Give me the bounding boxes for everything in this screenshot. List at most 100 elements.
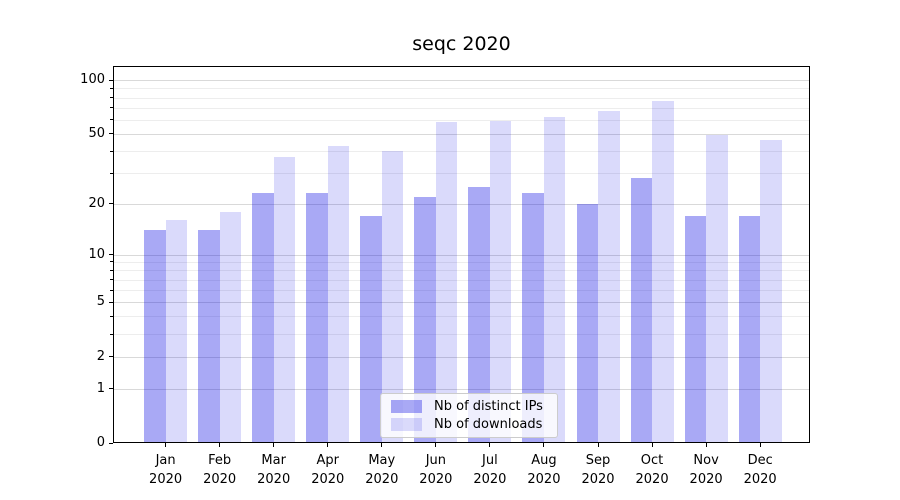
x-tick-label: Dec 2020 <box>743 453 777 487</box>
gridline-major <box>113 80 810 82</box>
x-tick-label: Nov 2020 <box>689 453 723 487</box>
y-tick-mark-minor <box>110 172 113 174</box>
y-tick-mark-minor <box>110 150 113 152</box>
bar-downloads <box>273 157 296 443</box>
y-tick-label: 1 <box>96 380 105 396</box>
x-tick-label: Feb 2020 <box>203 453 237 487</box>
bar-distinct-ips <box>414 196 436 443</box>
x-tick-mark <box>435 443 437 447</box>
gridline-major <box>113 203 810 205</box>
y-tick-label: 20 <box>88 195 105 211</box>
gridline-minor <box>113 151 810 153</box>
x-tick-label: May 2020 <box>365 453 399 487</box>
x-tick-label: Sep 2020 <box>581 453 615 487</box>
bar-downloads <box>327 145 350 443</box>
bar-distinct-ips <box>630 178 653 443</box>
y-tick-mark <box>108 356 113 358</box>
y-tick-mark-minor <box>110 87 113 89</box>
legend-swatch-distinct-ips <box>391 400 422 413</box>
bar-distinct-ips <box>144 230 166 443</box>
gridline-minor <box>113 270 810 272</box>
legend-label-distinct-ips: Nb of distinct IPs <box>434 398 543 414</box>
y-tick-mark-minor <box>110 289 113 291</box>
gridline-major <box>113 388 810 390</box>
bar-downloads <box>165 220 188 443</box>
y-tick-mark <box>108 79 113 81</box>
x-tick-label: Mar 2020 <box>257 453 291 487</box>
x-tick-label: Apr 2020 <box>311 453 345 487</box>
gridline-minor <box>113 334 810 336</box>
y-tick-mark-minor <box>110 119 113 121</box>
gridline-major <box>113 133 810 135</box>
bar-distinct-ips <box>738 215 761 443</box>
gridline-minor <box>113 279 810 281</box>
y-tick-mark <box>108 442 113 444</box>
x-tick-mark <box>219 443 221 447</box>
bar-downloads <box>760 140 782 443</box>
gridline-major <box>113 302 810 304</box>
y-tick-mark <box>108 301 113 303</box>
x-tick-mark <box>705 443 707 447</box>
y-tick-mark-minor <box>110 107 113 109</box>
bar-distinct-ips <box>468 186 490 443</box>
x-tick-mark <box>381 443 383 447</box>
x-tick-mark <box>597 443 599 447</box>
x-tick-mark <box>327 443 329 447</box>
bar-distinct-ips <box>684 215 707 443</box>
y-tick-label: 0 <box>96 435 105 450</box>
gridline-minor <box>113 88 810 90</box>
gridline-minor <box>113 290 810 292</box>
x-tick-mark <box>543 443 545 447</box>
gridline-major <box>113 356 810 358</box>
gridline-minor <box>113 261 810 263</box>
gridline-minor <box>113 316 810 318</box>
gridline-minor <box>113 173 810 175</box>
bar-distinct-ips <box>198 230 220 443</box>
y-tick-mark-minor <box>110 315 113 317</box>
bar-downloads <box>598 111 620 443</box>
x-tick-mark <box>489 443 491 447</box>
y-tick-label: 10 <box>88 246 105 262</box>
y-tick-label: 50 <box>88 125 105 141</box>
bar-downloads <box>652 100 674 443</box>
y-tick-mark-minor <box>110 279 113 281</box>
x-tick-label: Aug 2020 <box>527 453 561 487</box>
x-tick-mark <box>759 443 761 447</box>
bar-distinct-ips <box>576 203 598 443</box>
bar-downloads <box>543 117 566 443</box>
y-tick-mark-minor <box>110 269 113 271</box>
gridline-minor <box>113 107 810 109</box>
bar-downloads <box>219 211 242 443</box>
y-tick-mark <box>108 254 113 255</box>
y-tick-label: 2 <box>96 348 105 364</box>
x-tick-label: Jul 2020 <box>473 453 507 487</box>
chart-title: seqc 2020 <box>412 33 511 55</box>
y-tick-mark <box>108 203 113 205</box>
y-tick-mark <box>108 388 113 389</box>
x-tick-label: Jun 2020 <box>419 453 453 487</box>
x-tick-mark <box>651 443 653 447</box>
y-tick-mark-minor <box>110 261 113 263</box>
bar-distinct-ips <box>252 193 274 443</box>
gridline-minor <box>113 119 810 121</box>
y-tick-mark <box>108 133 113 135</box>
y-tick-label: 5 <box>96 294 105 310</box>
bar-downloads <box>489 121 512 443</box>
y-tick-label: 100 <box>80 72 105 88</box>
bar-downloads <box>706 135 728 443</box>
bar-downloads <box>381 151 404 443</box>
legend-item-downloads: Nb of downloads <box>387 417 551 432</box>
x-tick-label: Oct 2020 <box>635 453 669 487</box>
bar-distinct-ips <box>306 193 328 443</box>
x-tick-mark <box>273 443 275 447</box>
y-tick-mark-minor <box>110 333 113 335</box>
bar-downloads <box>435 122 458 443</box>
bar-distinct-ips <box>522 193 544 443</box>
legend: Nb of distinct IPs Nb of downloads <box>380 393 558 438</box>
gridline-major <box>113 254 810 256</box>
plot-area <box>113 66 810 443</box>
x-tick-mark <box>165 443 167 447</box>
bar-distinct-ips <box>360 215 382 443</box>
y-tick-mark-minor <box>110 97 113 99</box>
legend-item-distinct-ips: Nb of distinct IPs <box>387 398 551 414</box>
